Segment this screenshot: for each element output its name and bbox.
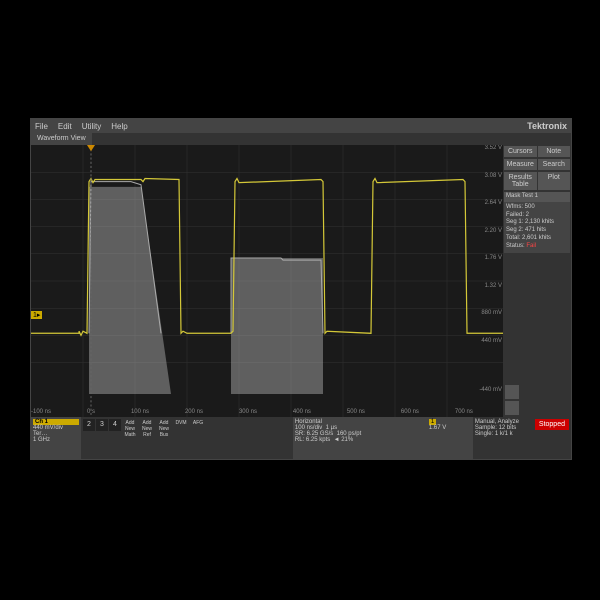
channel-marker[interactable]: 1▸ bbox=[31, 311, 42, 319]
settings-icon[interactable] bbox=[505, 401, 519, 415]
menu-utility[interactable]: Utility bbox=[82, 122, 102, 131]
mask-test-title: Mask Test 1 bbox=[504, 192, 570, 202]
menubar: File Edit Utility Help Tektronix bbox=[31, 119, 571, 133]
tabbar: Waveform View bbox=[31, 133, 571, 145]
note-button[interactable]: Note bbox=[538, 146, 571, 157]
waveform-plot[interactable]: 1▸ 3.52 V3.08 V 2.64 V2.20 V 1.76 V1.32 … bbox=[31, 145, 503, 417]
add-bus-button[interactable]: Add New Bus bbox=[156, 419, 172, 439]
channel-add-buttons: 2 3 4 Add New Math Add New Ref Add New B… bbox=[81, 417, 208, 459]
add-ref-button[interactable]: Add New Ref bbox=[139, 419, 155, 439]
afg-button[interactable]: AFG bbox=[190, 419, 206, 439]
trigger-box[interactable]: 1 1.67 V bbox=[427, 417, 473, 459]
measure-button[interactable]: Measure bbox=[504, 159, 537, 170]
x-axis-labels: -100 ns0 s 100 ns200 ns 300 ns400 ns 500… bbox=[31, 409, 473, 415]
channel-1-box[interactable]: Ch 1 440 mV/div Ter… 1 GHz bbox=[31, 417, 81, 459]
trash-icon[interactable] bbox=[505, 385, 519, 399]
ch3-button[interactable]: 3 bbox=[96, 419, 108, 431]
bottom-bar: Ch 1 440 mV/div Ter… 1 GHz 2 3 4 Add New… bbox=[31, 417, 571, 459]
mask-status-value: Fail bbox=[526, 243, 536, 249]
mask-region-2 bbox=[231, 258, 323, 394]
acquisition-box[interactable]: Manual, Analyze Sample: 12 bits Single: … bbox=[473, 417, 533, 459]
menu-help[interactable]: Help bbox=[111, 122, 127, 131]
side-icons bbox=[503, 383, 571, 417]
tab-waveform-view[interactable]: Waveform View bbox=[31, 133, 92, 145]
menu-edit[interactable]: Edit bbox=[58, 122, 72, 131]
search-button[interactable]: Search bbox=[538, 159, 571, 170]
horizontal-box[interactable]: Horizontal 100 ns/div 1 µs SR: 6.25 GS/s… bbox=[293, 417, 427, 459]
add-math-button[interactable]: Add New Math bbox=[122, 419, 138, 439]
results-table-button[interactable]: Results Table bbox=[504, 172, 537, 190]
menu-file[interactable]: File bbox=[35, 122, 48, 131]
dvm-button[interactable]: DVM bbox=[173, 419, 189, 439]
side-panel: CursorsNote MeasureSearch Results TableP… bbox=[503, 145, 571, 417]
cursors-button[interactable]: Cursors bbox=[504, 146, 537, 157]
mask-test-panel[interactable]: Mask Test 1 Wfms: 500 Failed: 2 Seg 1: 2… bbox=[504, 192, 570, 253]
run-state[interactable]: Stopped bbox=[533, 417, 571, 459]
ch4-button[interactable]: 4 bbox=[109, 419, 121, 431]
oscilloscope-window: File Edit Utility Help Tektronix Wavefor… bbox=[30, 118, 572, 460]
ch2-button[interactable]: 2 bbox=[83, 419, 95, 431]
brand-logo: Tektronix bbox=[527, 121, 567, 131]
plot-button[interactable]: Plot bbox=[538, 172, 571, 190]
